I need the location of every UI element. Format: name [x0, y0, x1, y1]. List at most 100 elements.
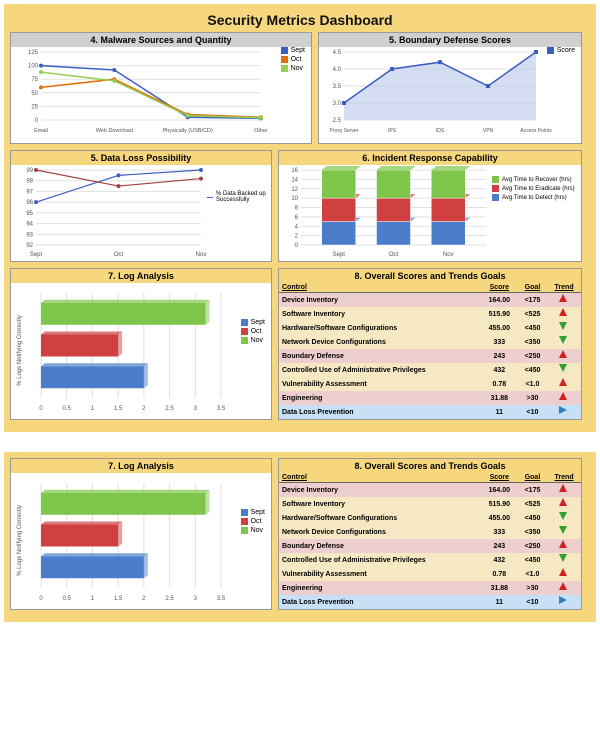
- page-title: Security Metrics Dashboard: [10, 10, 590, 32]
- trend-icon: [559, 392, 569, 402]
- table-row: Engineering31.88>30: [279, 581, 581, 595]
- chart-log: 00.511.522.533.5% Logs Notifying Correct…: [11, 283, 271, 418]
- table-row: Data Loss Prevention11<10: [279, 595, 581, 609]
- svg-text:8: 8: [295, 206, 299, 212]
- svg-text:% Logs Notifying Correctly: % Logs Notifying Correctly: [17, 505, 23, 576]
- svg-text:Web Download: Web Download: [96, 128, 133, 134]
- col-control: Control: [279, 473, 481, 483]
- svg-text:0: 0: [35, 118, 39, 124]
- table-row: Controlled Use of Administrative Privile…: [279, 553, 581, 567]
- svg-text:96: 96: [26, 200, 33, 206]
- svg-text:94: 94: [26, 222, 33, 228]
- svg-text:% Logs Notifying Correctly: % Logs Notifying Correctly: [17, 315, 23, 386]
- chart-log-2: 00.511.522.533.5% Logs Notifying Correct…: [11, 473, 271, 608]
- svg-text:3.5: 3.5: [333, 84, 342, 90]
- col-trend: Trend: [547, 283, 581, 293]
- row-1: 4. Malware Sources and Quantity 02550751…: [10, 32, 590, 144]
- table-row: Controlled Use of Administrative Privile…: [279, 363, 581, 377]
- svg-text:0: 0: [39, 596, 43, 602]
- svg-text:0.5: 0.5: [63, 406, 72, 412]
- svg-text:0.5: 0.5: [63, 596, 72, 602]
- panel-dataloss: 5. Data Loss Possibility 929394959697989…: [10, 150, 272, 262]
- svg-text:2.5: 2.5: [333, 118, 342, 124]
- svg-text:4.5: 4.5: [333, 50, 342, 56]
- svg-text:25: 25: [31, 104, 38, 110]
- col-control: Control: [279, 283, 481, 293]
- svg-text:VPN: VPN: [483, 128, 494, 134]
- table-row: Software Inventory515.90<525: [279, 497, 581, 511]
- legend-incident: Avg Time to Recover (hrs)Avg Time to Era…: [492, 176, 577, 203]
- panel-malware: 4. Malware Sources and Quantity 02550751…: [10, 32, 312, 144]
- svg-text:IDS: IDS: [436, 128, 445, 134]
- svg-text:125: 125: [28, 50, 39, 56]
- svg-text:Sept: Sept: [30, 252, 43, 258]
- legend-log: SeptOctNov: [241, 319, 265, 346]
- legend-dataloss: % Data Backed up Successfully: [207, 191, 267, 205]
- trend-icon: [559, 596, 569, 606]
- col-score: Score: [481, 473, 518, 483]
- svg-text:97: 97: [26, 189, 33, 195]
- trend-icon: [559, 568, 569, 578]
- panel-log-title: 7. Log Analysis: [11, 269, 271, 283]
- svg-text:0: 0: [295, 243, 299, 249]
- svg-text:Physically (USB/CD): Physically (USB/CD): [162, 128, 213, 134]
- svg-text:1.5: 1.5: [114, 406, 123, 412]
- table-row: Data Loss Prevention11<10: [279, 405, 581, 419]
- svg-text:14: 14: [291, 177, 298, 183]
- chart-boundary: 2.53.03.54.04.5Proxy ServerIPSIDSVPNAcce…: [319, 47, 581, 142]
- svg-text:2: 2: [295, 234, 299, 240]
- trend-icon: [559, 364, 569, 374]
- legend-log-2: SeptOctNov: [241, 509, 265, 536]
- chart-malware: 0255075100125EmailWeb DownloadPhysically…: [11, 47, 311, 142]
- table-row: Boundary Defense243<250: [279, 349, 581, 363]
- trend-icon: [559, 406, 569, 416]
- col-score: Score: [481, 283, 518, 293]
- panel-log: 7. Log Analysis 00.511.522.533.5% Logs N…: [10, 268, 272, 420]
- panel-log-2: 7. Log Analysis 00.511.522.533.5% Logs N…: [10, 458, 272, 610]
- svg-text:Email: Email: [34, 128, 48, 134]
- svg-text:2.5: 2.5: [165, 596, 174, 602]
- panel-log-title-2: 7. Log Analysis: [11, 459, 271, 473]
- svg-text:1: 1: [91, 596, 95, 602]
- row-3: 7. Log Analysis 00.511.522.533.5% Logs N…: [10, 268, 590, 420]
- svg-text:6: 6: [295, 215, 299, 221]
- table-row: Vulnerability Assessment0.78<1.0: [279, 567, 581, 581]
- svg-text:16: 16: [291, 168, 298, 174]
- panel-scores-2: 8. Overall Scores and Trends Goals Contr…: [278, 458, 582, 610]
- svg-text:10: 10: [291, 196, 298, 202]
- table-row: Hardware/Software Configurations455.00<4…: [279, 321, 581, 335]
- panel-incident-title: 6. Incident Response Capability: [279, 151, 581, 165]
- table-row: Software Inventory515.90<525: [279, 307, 581, 321]
- svg-text:75: 75: [31, 77, 38, 83]
- trend-icon: [559, 294, 569, 304]
- svg-text:12: 12: [291, 187, 298, 193]
- table-row: Hardware/Software Configurations455.00<4…: [279, 511, 581, 525]
- svg-text:Proxy Server: Proxy Server: [330, 128, 359, 134]
- svg-text:3.5: 3.5: [217, 406, 226, 412]
- panel-boundary: 5. Boundary Defense Scores 2.53.03.54.04…: [318, 32, 582, 144]
- panel-boundary-title: 5. Boundary Defense Scores: [319, 33, 581, 47]
- svg-text:99: 99: [26, 168, 33, 174]
- svg-text:98: 98: [26, 179, 33, 185]
- svg-text:2: 2: [142, 406, 146, 412]
- svg-text:3.0: 3.0: [333, 101, 342, 107]
- svg-text:3: 3: [194, 596, 198, 602]
- table-row: Network Device Configurations333<350: [279, 335, 581, 349]
- svg-text:Sept: Sept: [333, 252, 346, 258]
- svg-text:3.5: 3.5: [217, 596, 226, 602]
- trend-icon: [559, 336, 569, 346]
- trend-icon: [559, 322, 569, 332]
- svg-text:1: 1: [91, 406, 95, 412]
- table-row: Boundary Defense243<250: [279, 539, 581, 553]
- svg-text:Oct: Oct: [114, 252, 124, 258]
- trend-icon: [559, 350, 569, 360]
- table-row: Capability15.415: [279, 419, 581, 420]
- trend-icon: [559, 512, 569, 522]
- panel-incident: 6. Incident Response Capability 02468101…: [278, 150, 582, 262]
- svg-text:IPS: IPS: [388, 128, 397, 134]
- col-goal: Goal: [518, 473, 547, 483]
- trend-icon: [559, 308, 569, 318]
- scores-table-2: ControlScoreGoalTrend Device Inventory16…: [279, 473, 581, 610]
- svg-text:Nov: Nov: [443, 252, 454, 258]
- svg-text:2.5: 2.5: [165, 406, 174, 412]
